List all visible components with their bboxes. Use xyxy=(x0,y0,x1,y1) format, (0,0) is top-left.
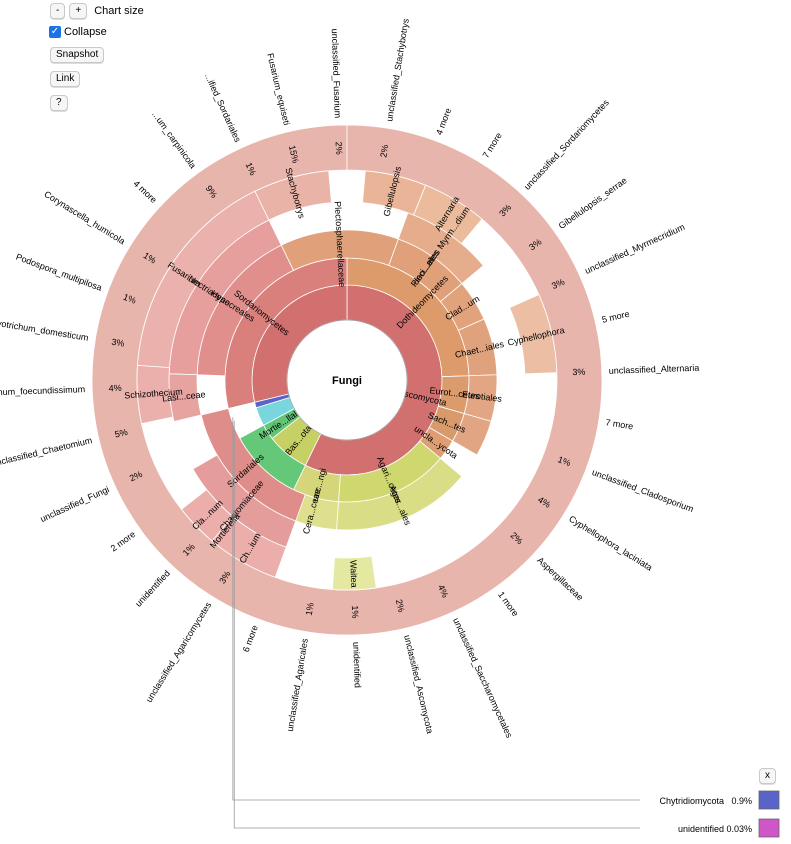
leaf-label-unclassified-alternaria[interactable]: unclassified_Alternaria xyxy=(609,363,700,376)
legend-leader-line xyxy=(232,417,640,801)
leaf-label-unidentified[interactable]: unidentified xyxy=(351,642,363,688)
legend-swatch[interactable] xyxy=(758,790,780,810)
leaf-label-unclassified-stachybotrys[interactable]: unclassified_Stachybotrys xyxy=(384,17,411,122)
leaf-label-unclassified-chaetomium[interactable]: unclassified_Chaetomium xyxy=(0,435,93,468)
leaf-percent: 2% xyxy=(334,141,344,154)
wedge-cyphellophora[interactable] xyxy=(509,294,558,375)
leaf-label-unclassified-saccharomycetales[interactable]: unclassified_Saccharomycetales xyxy=(451,616,514,739)
legend: Chytridiomycota 0.9%unidentified 0.03% xyxy=(232,417,780,838)
leaf-label-7-more[interactable]: 7 more xyxy=(605,417,634,431)
leaf-percent: 1% xyxy=(350,605,360,618)
wedge-saccharomycetales[interactable] xyxy=(452,413,492,456)
leaf-label-unidentified[interactable]: unidentified xyxy=(133,568,172,608)
legend-name: Chytridiomycota xyxy=(659,796,724,806)
link-button[interactable]: Link xyxy=(50,71,81,87)
root-label[interactable]: Fungi xyxy=(332,375,362,387)
leaf-label-cladorrhinum-foecundissimum[interactable]: Cladorrhinum_foecundissimum xyxy=(0,384,85,398)
leaf-label-ified-sordariales[interactable]: ...ified_Sordariales xyxy=(203,72,243,144)
leaf-label-1-more[interactable]: 1 more xyxy=(496,590,520,619)
leaf-percent: 1% xyxy=(556,454,572,468)
leaf-percent: 3% xyxy=(111,337,125,349)
leaf-percent: 2% xyxy=(394,598,407,613)
chart-size-controls: - + Chart size xyxy=(50,3,144,19)
leaf-percent: 4% xyxy=(108,383,121,393)
wedge-stachybotrys[interactable] xyxy=(254,170,332,221)
help-button[interactable]: ? xyxy=(50,95,68,111)
leaf-label-gibellulopsis-serrae[interactable]: Gibellulopsis_serrae xyxy=(557,175,629,231)
leaf-label-4-more[interactable]: 4 more xyxy=(131,179,158,205)
leaf-percent: 5% xyxy=(114,427,129,440)
leaf-percent: 3% xyxy=(550,277,566,291)
leaf-percent: 1% xyxy=(304,602,316,616)
leaf-label-unclassified-fusarium[interactable]: unclassified_Fusarium xyxy=(330,28,343,118)
leaf-percent: 3% xyxy=(572,367,585,377)
chart-size-label: Chart size xyxy=(94,5,144,17)
leaf-percent: 1% xyxy=(244,161,258,177)
leaf-label-unclassified-fungi[interactable]: unclassified_Fungi xyxy=(39,484,111,524)
collapse-control: ✓ Collapse xyxy=(49,26,107,38)
wedge-label-pleosporales: Plectosphaerellaceae xyxy=(333,201,347,287)
wedge-label-schizothecium: Schizothecium xyxy=(124,387,183,401)
leaf-label-6-more[interactable]: 6 more xyxy=(241,624,260,654)
wedge-pleosporales[interactable] xyxy=(280,229,399,271)
legend-name: unidentified xyxy=(678,824,724,834)
sunburst-wedges xyxy=(91,124,603,636)
leaf-label-7-more[interactable]: 7 more xyxy=(481,131,504,160)
wedge-label-waitea: Waitea xyxy=(348,560,359,588)
leaf-percent: 1% xyxy=(122,292,138,306)
leaf-label-unclassified-myrmecridium[interactable]: unclassified_Myrmecridium xyxy=(583,222,686,276)
chart-size-decrease-button[interactable]: - xyxy=(50,3,66,19)
collapse-checkbox[interactable]: ✓ xyxy=(49,26,61,38)
leaf-label-aspergillaceae[interactable]: Aspergillaceae xyxy=(535,555,585,603)
snapshot-button[interactable]: Snapshot xyxy=(50,47,105,63)
wedge-schizothecium[interactable] xyxy=(136,364,174,425)
collapse-label: Collapse xyxy=(64,26,107,38)
wedge-waitea[interactable] xyxy=(331,555,377,591)
center-hole xyxy=(286,319,408,441)
leaf-label-2-more[interactable]: 2 more xyxy=(109,529,138,553)
wedge-alternaria[interactable] xyxy=(413,184,483,245)
wedge-cladorrhinum[interactable] xyxy=(180,489,234,542)
leaf-percent: 4% xyxy=(436,583,450,599)
leaf-label-cyphellophora-laciniata[interactable]: Cyphellophora_laciniata xyxy=(567,514,654,573)
leaf-label-unclassified-sordariomycetes[interactable]: unclassified_Sordariomycetes xyxy=(522,97,611,192)
leaf-label-4-more[interactable]: 4 more xyxy=(434,107,453,137)
leaf-label-podospora-multipilosa[interactable]: Podospora_multipilosa xyxy=(15,252,104,293)
leaf-label-corynascella-humicola[interactable]: Corynascella_humicola xyxy=(42,189,126,246)
leaf-label-fusarium-equiseti[interactable]: Fusarium_equiseti xyxy=(265,52,292,126)
leaf-label-botryotrichum-domesticum[interactable]: Botryotrichum_domesticum xyxy=(0,315,89,342)
leaf-label-unclassified-ascomycota[interactable]: unclassified_Ascomycota xyxy=(402,634,435,735)
leaf-percent: 15% xyxy=(287,144,301,164)
leaf-label-5-more[interactable]: 5 more xyxy=(601,309,631,325)
leaf-label-um-carpinicola[interactable]: ...um_carpinicola xyxy=(150,109,198,170)
close-details-button[interactable]: x xyxy=(759,768,776,784)
chart-size-increase-button[interactable]: + xyxy=(69,3,88,19)
outer-ring-background xyxy=(91,124,603,636)
leaf-percent: 2% xyxy=(128,469,144,483)
leaf-label-unclassified-agaricomycetes[interactable]: unclassified_Agaricomycetes xyxy=(144,600,214,704)
leaf-percent: 2% xyxy=(378,144,390,158)
legend-swatch[interactable] xyxy=(758,818,780,838)
legend-percent: 0.9% xyxy=(731,796,752,806)
wedge-label-eurotiales: Eurotiales xyxy=(462,389,503,404)
legend-percent: 0.03% xyxy=(726,824,752,834)
leaf-label-unclassified-agaricales[interactable]: unclassified_Agaricales xyxy=(285,637,310,732)
leaf-label-unclassified-cladosporium[interactable]: unclassified_Cladosporium xyxy=(591,467,695,514)
legend-leader-line xyxy=(233,421,640,829)
wedge-label-lasiosphaeriaceae: Lasi...ceae xyxy=(162,389,206,403)
